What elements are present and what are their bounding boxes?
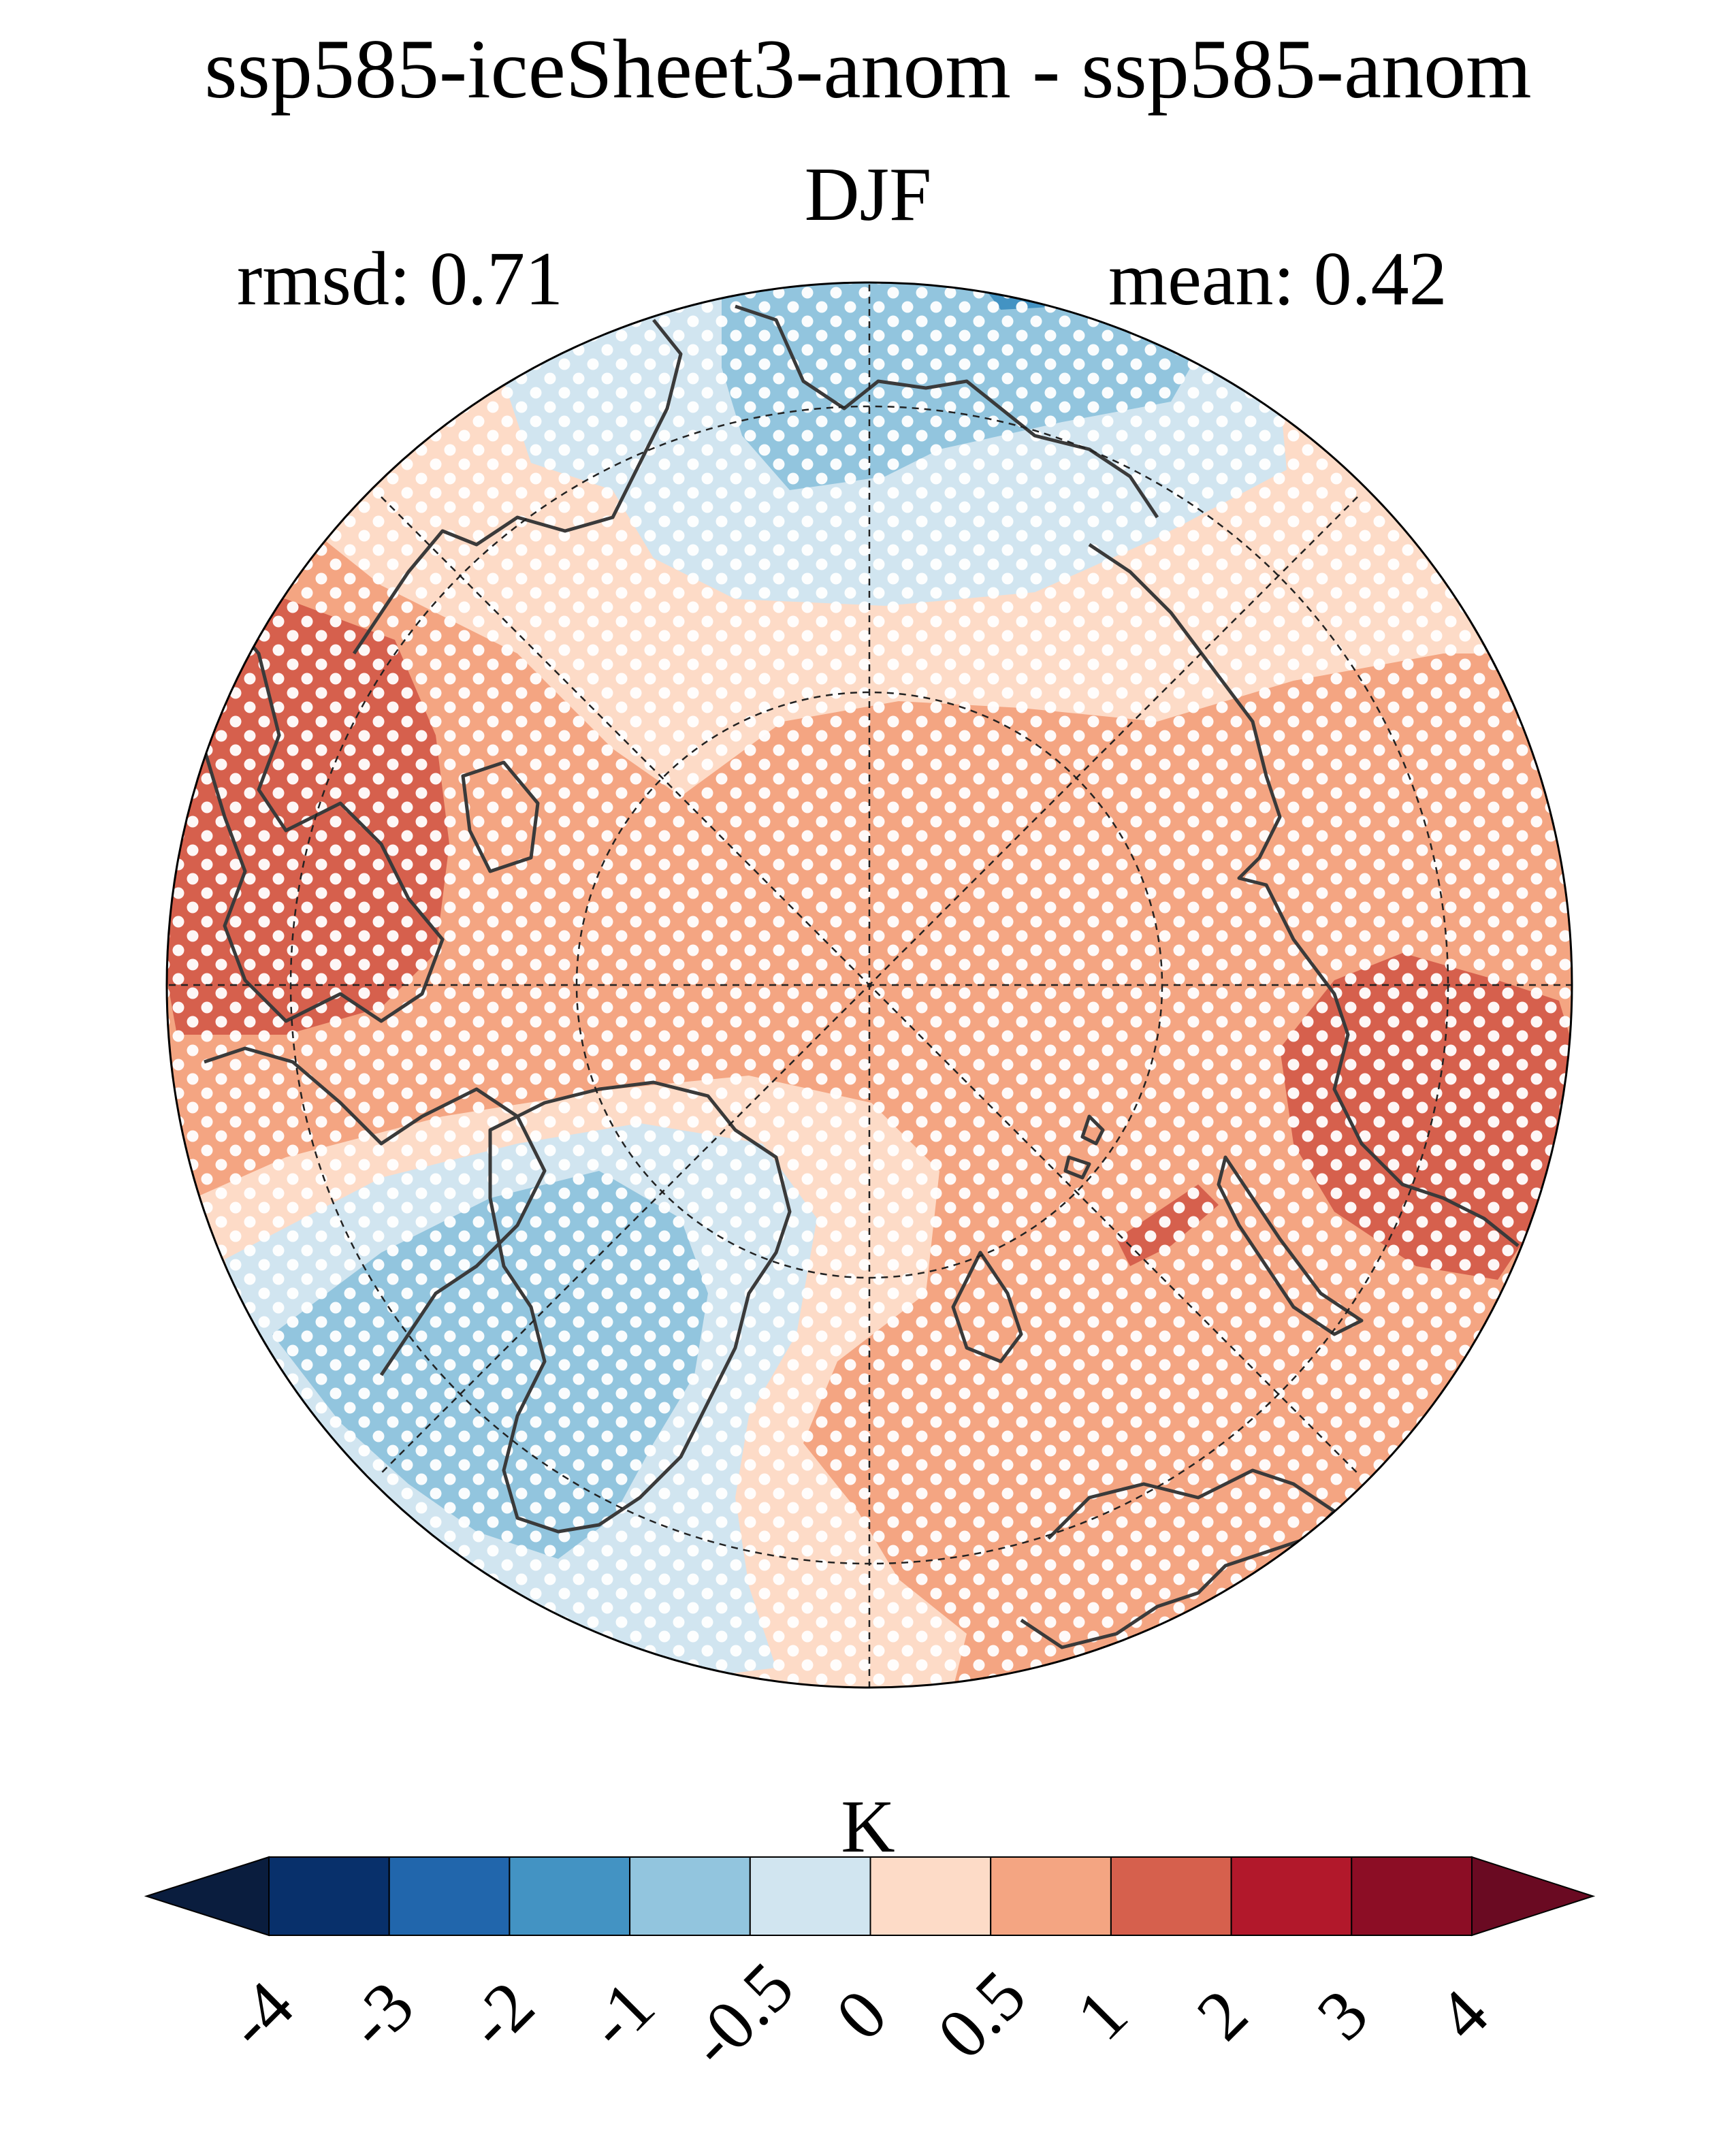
colorbar-extend-high bbox=[1471, 1856, 1596, 1937]
coast-svalbard bbox=[1063, 1114, 1105, 1180]
colorbar-tick-label: 4 bbox=[1423, 1975, 1503, 2055]
season-label: DJF bbox=[804, 152, 932, 237]
colorbar-bins bbox=[144, 1856, 1596, 1937]
figure-title: ssp585-iceSheet3-anom - ssp585-anom bbox=[204, 22, 1532, 116]
colorbar-tick-label: 0.5 bbox=[922, 1956, 1040, 2073]
colorbar-bin bbox=[749, 1856, 871, 1936]
colorbar-tick-label: -4 bbox=[212, 1967, 309, 2064]
coast-greenland-west bbox=[352, 319, 683, 655]
meridian-diag-2 bbox=[381, 496, 1358, 1474]
colorbar-bin bbox=[1351, 1856, 1473, 1936]
coast-alaska bbox=[735, 304, 1159, 519]
coastlines bbox=[202, 304, 1520, 1649]
map-boundary bbox=[165, 281, 1573, 1689]
colorbar-bin bbox=[1230, 1856, 1353, 1936]
coast-canada-islands bbox=[202, 611, 445, 1023]
colorbar-tick-label: 0 bbox=[821, 1975, 901, 2055]
colorbar-tick-label: -3 bbox=[332, 1967, 429, 2064]
colorbar-tick-label: -0.5 bbox=[674, 1948, 809, 2082]
coast-north-siberia-east bbox=[1088, 543, 1520, 1247]
colorbar-tick-label: 2 bbox=[1182, 1975, 1262, 2055]
colorbar-bin bbox=[990, 1856, 1112, 1936]
polar-map bbox=[165, 281, 1573, 1689]
colorbar-bin bbox=[268, 1856, 390, 1936]
colorbar-bin bbox=[869, 1856, 992, 1936]
colorbar-tick-label: -2 bbox=[452, 1967, 549, 2064]
colorbar: -4 -3 -2 -1 -0.5 0 0.5 1 2 3 4 bbox=[144, 1856, 1596, 2082]
coast-scandinavia bbox=[951, 1250, 1023, 1363]
colorbar-units-label: K bbox=[841, 1785, 895, 1868]
graticule bbox=[167, 283, 1572, 1688]
coast-canada-mainland bbox=[204, 1046, 547, 1376]
colorbar-bin bbox=[509, 1856, 631, 1936]
coast-canada-islands-2 bbox=[461, 760, 540, 873]
coast-novaya-zemlya bbox=[1217, 1155, 1364, 1336]
colorbar-ticks: -4 -3 -2 -1 -0.5 0 0.5 1 2 3 4 bbox=[212, 1948, 1503, 2082]
colorbar-extend-low bbox=[144, 1856, 270, 1937]
colorbar-tick-label: 1 bbox=[1062, 1975, 1142, 2055]
rmsd-label: rmsd: 0.71 bbox=[237, 237, 564, 321]
significance-stippling bbox=[167, 283, 1572, 1688]
colorbar-tick-label: 3 bbox=[1302, 1975, 1383, 2055]
anomaly-field bbox=[167, 283, 1572, 1688]
colorbar-bin bbox=[629, 1856, 751, 1936]
colorbar-bin bbox=[388, 1856, 511, 1936]
mean-label: mean: 0.42 bbox=[1108, 237, 1447, 321]
colorbar-bin bbox=[1110, 1856, 1232, 1936]
coast-greenland bbox=[488, 1080, 792, 1534]
colorbar-tick-label: -1 bbox=[573, 1967, 670, 2064]
